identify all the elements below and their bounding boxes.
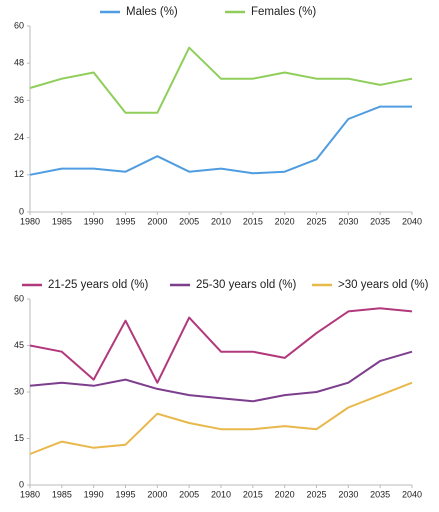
legend-label: 25-30 years old (%) bbox=[196, 279, 297, 291]
y-tick-label: 0 bbox=[19, 479, 24, 489]
series-line bbox=[29, 381, 413, 455]
x-tick-label: 1995 bbox=[115, 216, 135, 226]
x-tick-label: 2030 bbox=[338, 489, 358, 499]
y-tick-label: 30 bbox=[14, 386, 24, 396]
legend-label: Males (%) bbox=[126, 6, 178, 18]
x-tick-label: 2000 bbox=[147, 216, 167, 226]
y-tick-label: 48 bbox=[14, 58, 24, 68]
x-tick-label: 1985 bbox=[52, 489, 72, 499]
x-tick-label: 1985 bbox=[52, 216, 72, 226]
x-tick-label: 2005 bbox=[179, 216, 199, 226]
legend-label: 21-25 years old (%) bbox=[48, 279, 149, 291]
y-tick-label: 15 bbox=[14, 433, 24, 443]
x-tick-label: 2035 bbox=[370, 216, 390, 226]
x-tick-label: 2000 bbox=[147, 489, 167, 499]
x-tick-label: 2020 bbox=[275, 216, 295, 226]
x-tick-label: 1990 bbox=[84, 216, 104, 226]
y-tick-label: 36 bbox=[14, 95, 24, 105]
legend-label: Females (%) bbox=[251, 6, 316, 18]
y-tick-label: 12 bbox=[14, 169, 24, 179]
x-tick-label: 2030 bbox=[338, 216, 358, 226]
series-line bbox=[29, 105, 412, 176]
x-tick-label: 2025 bbox=[306, 216, 326, 226]
x-tick-label: 2040 bbox=[402, 216, 422, 226]
y-tick-label: 24 bbox=[14, 132, 24, 142]
y-tick-label: 60 bbox=[14, 20, 24, 30]
series-line bbox=[29, 307, 413, 384]
y-tick-label: 60 bbox=[14, 293, 24, 303]
x-tick-label: 2025 bbox=[306, 489, 326, 499]
series-line bbox=[29, 350, 413, 403]
x-tick-label: 1980 bbox=[20, 216, 40, 226]
series-line bbox=[29, 46, 413, 114]
legend-label: >30 years old (%) bbox=[338, 279, 429, 291]
y-tick-label: 0 bbox=[19, 206, 24, 216]
x-tick-label: 2040 bbox=[402, 489, 422, 499]
x-tick-label: 2035 bbox=[370, 489, 390, 499]
y-tick-label: 45 bbox=[14, 340, 24, 350]
x-tick-label: 2010 bbox=[211, 216, 231, 226]
x-tick-label: 2010 bbox=[211, 489, 231, 499]
x-tick-label: 1980 bbox=[20, 489, 40, 499]
x-tick-label: 1990 bbox=[84, 489, 104, 499]
x-tick-label: 2015 bbox=[243, 489, 263, 499]
x-tick-label: 2015 bbox=[243, 216, 263, 226]
x-tick-label: 2005 bbox=[179, 489, 199, 499]
x-tick-label: 1995 bbox=[115, 489, 135, 499]
x-tick-label: 2020 bbox=[275, 489, 295, 499]
